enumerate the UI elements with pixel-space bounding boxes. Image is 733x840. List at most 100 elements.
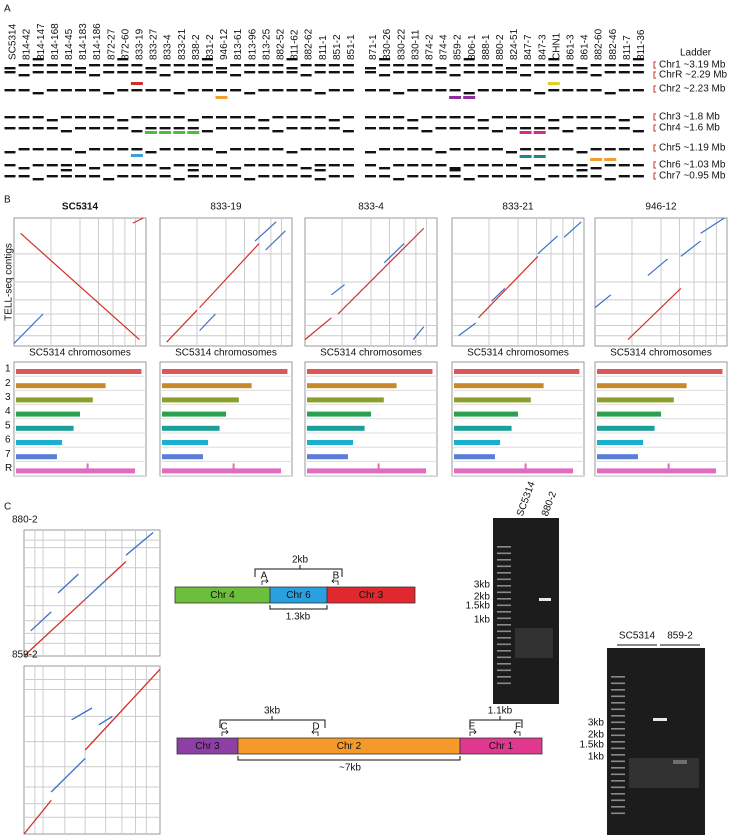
band [393, 71, 405, 74]
dna-band [653, 718, 667, 721]
band [421, 130, 433, 133]
ladder-band [497, 572, 511, 574]
plot-title: 833-21 [502, 202, 534, 213]
band [300, 148, 312, 151]
band [365, 175, 376, 178]
lane-label: 813-25 [261, 28, 272, 60]
band [103, 127, 115, 130]
band [590, 116, 602, 119]
ladder-band [611, 734, 625, 737]
band [463, 71, 475, 74]
band [32, 71, 44, 74]
band [159, 64, 171, 67]
band [131, 164, 143, 167]
band [244, 127, 256, 130]
rearranged-band [130, 82, 143, 85]
ladder-band [611, 741, 625, 743]
band [216, 89, 227, 92]
band [576, 89, 588, 92]
band [18, 64, 30, 67]
band [60, 175, 72, 178]
band [365, 67, 376, 70]
track-label: 3 [5, 392, 11, 403]
band [562, 71, 574, 74]
alignment [647, 258, 668, 277]
coverage [162, 440, 209, 445]
rearranged-band [173, 131, 186, 134]
segment-label: Chr 4 [210, 590, 235, 601]
coverage [307, 440, 354, 445]
band [506, 127, 517, 130]
bracket [653, 61, 656, 69]
band [145, 116, 157, 119]
band [145, 67, 157, 70]
band [618, 64, 630, 67]
band [286, 89, 298, 92]
band [548, 58, 560, 61]
band [60, 130, 72, 133]
ladder-band [497, 611, 511, 613]
bracket [653, 172, 656, 180]
inner-label: 1.3kb [286, 612, 311, 623]
bracket [653, 113, 656, 121]
alignment [57, 573, 79, 594]
coverage [307, 383, 397, 389]
ladder-band [497, 624, 511, 626]
ladder-band [497, 643, 511, 646]
band [534, 92, 546, 95]
coverage [454, 425, 512, 431]
band [520, 74, 532, 77]
band [576, 169, 588, 172]
band [258, 64, 270, 67]
band [46, 148, 58, 151]
band [477, 64, 489, 67]
track-label: 6 [5, 435, 11, 446]
band [46, 127, 58, 130]
band [300, 74, 312, 77]
axis-label: TELL-seq contigs [4, 243, 15, 321]
coverage-spike [86, 463, 89, 474]
band [244, 148, 256, 151]
band [491, 64, 503, 67]
coverage [162, 383, 252, 389]
lane-label: 830-26 [382, 28, 393, 60]
band [187, 89, 199, 92]
band [187, 169, 199, 172]
band [407, 119, 419, 122]
band [46, 64, 58, 67]
band [314, 71, 326, 74]
ladder-band [497, 663, 511, 665]
alignment [199, 313, 216, 332]
ladder-band [611, 799, 625, 802]
rearranged-band [449, 96, 462, 99]
band [60, 169, 72, 172]
band [60, 89, 72, 92]
size-label: 3kb [588, 718, 605, 729]
band [173, 127, 185, 130]
band [32, 178, 44, 181]
band [60, 148, 72, 151]
ladder-band [497, 682, 511, 685]
band [117, 164, 129, 167]
band [379, 58, 391, 61]
plot-title: 833-4 [358, 202, 384, 213]
ladder-band [611, 702, 625, 704]
axis-label: SC5314 chromosomes [467, 348, 569, 359]
rearranged-band [145, 131, 157, 134]
band [632, 130, 644, 133]
lane-label: 811-36 [636, 29, 647, 60]
coverage [16, 411, 80, 417]
rearranged-band [590, 158, 603, 161]
band [117, 71, 129, 74]
band [286, 127, 298, 130]
alignment [125, 532, 154, 556]
band [4, 175, 16, 178]
band [32, 148, 44, 151]
lane-label: 830-22 [396, 28, 407, 60]
band [32, 58, 44, 61]
plot-title: 946-12 [645, 202, 677, 213]
band [576, 116, 588, 119]
band [46, 175, 58, 178]
band [117, 148, 129, 151]
band [230, 167, 242, 170]
